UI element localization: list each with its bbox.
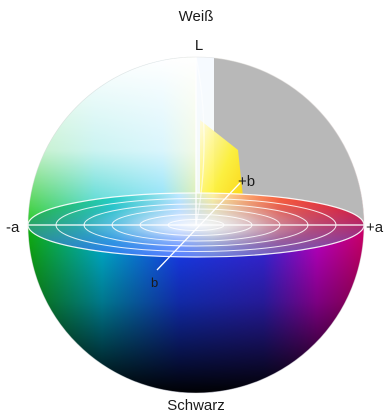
cutaway-gray-section [214, 57, 364, 225]
white-pole-label: Weiß [178, 8, 214, 25]
minus-b-label: b [151, 275, 159, 290]
axes [28, 56, 364, 271]
sphere-outline [27, 56, 365, 394]
plus-b-label: +b [238, 173, 256, 190]
b-axis-line [156, 182, 241, 271]
minus-a-label: -a [6, 219, 20, 236]
black-pole-label: Schwarz [167, 397, 225, 414]
l-axis-label: L [194, 37, 204, 54]
plus-a-label: +a [366, 219, 384, 236]
meridian-arc [195, 56, 205, 226]
